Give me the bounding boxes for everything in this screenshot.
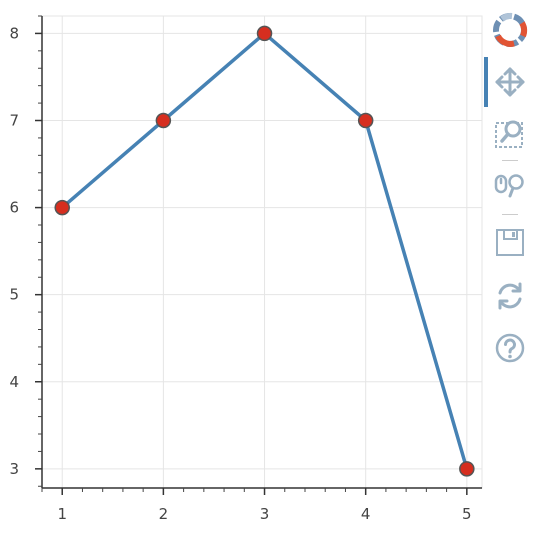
x-tick-label: 4 [361, 505, 371, 523]
pan-icon [495, 67, 525, 97]
data-point-marker [155, 112, 172, 129]
x-tick-label: 5 [462, 505, 472, 523]
y-tick-label: 6 [9, 199, 19, 217]
toolbar-divider [502, 214, 518, 215]
y-tick-label: 7 [9, 112, 19, 130]
y-tick-label: 8 [9, 24, 19, 42]
grid [42, 16, 482, 488]
reset-icon [498, 282, 522, 310]
data-point-marker [357, 112, 374, 129]
box-zoom-tool-button[interactable] [490, 113, 530, 153]
data-point-marker [459, 461, 475, 477]
save-tool-button[interactable] [490, 222, 530, 262]
plot-frame [41, 15, 483, 489]
wheel-zoom-icon [494, 174, 524, 198]
x-tick-label: 3 [260, 505, 270, 523]
y-tick-label: 4 [9, 373, 19, 391]
x-tick-label: 1 [57, 505, 67, 523]
x-tick-label: 2 [159, 505, 169, 523]
pan-tool-button[interactable] [490, 62, 530, 102]
major-ticks [35, 32, 468, 495]
chart-toolbar [484, 0, 536, 380]
bokeh-logo-icon [493, 12, 528, 47]
series [54, 25, 475, 477]
bokeh-logo[interactable] [490, 10, 530, 50]
data-point-marker [256, 25, 273, 42]
box-zoom-icon [495, 120, 523, 148]
y-tick-label: 3 [9, 460, 19, 478]
tick-labels: 1 2 3 4 5 3 4 5 6 7 8 [9, 24, 471, 523]
wheel-zoom-tool-button[interactable] [490, 166, 530, 206]
minor-ticks [38, 15, 448, 492]
active-tool-indicator [484, 57, 488, 107]
help-tool-button[interactable] [490, 328, 530, 368]
toolbar-divider [502, 160, 518, 161]
reset-tool-button[interactable] [490, 276, 530, 316]
line-chart: 1 2 3 4 5 3 4 5 6 7 8 [9, 15, 483, 523]
save-icon [496, 229, 524, 256]
data-point-marker [54, 199, 70, 216]
y-tick-label: 5 [9, 286, 19, 304]
help-icon [495, 333, 525, 363]
